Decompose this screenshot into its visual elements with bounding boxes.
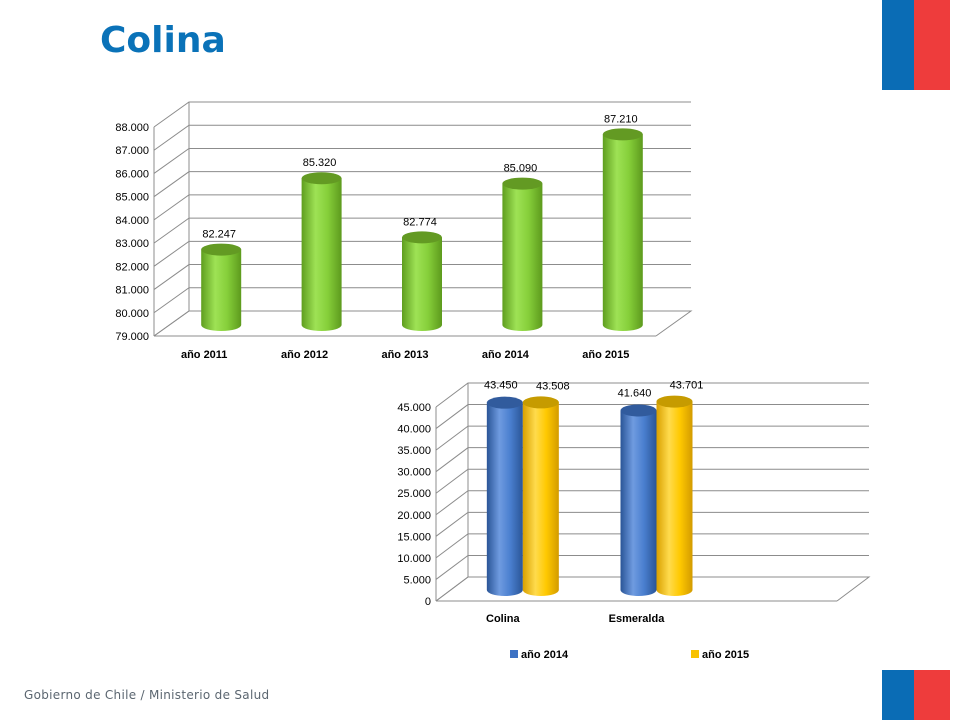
gridline <box>153 101 691 128</box>
x-tick-label: año 2011 <box>181 349 227 361</box>
y-tick-label: 81.000 <box>115 285 149 297</box>
bar-top <box>656 395 693 408</box>
x-tick-label: Esmeralda <box>609 613 666 625</box>
gridline <box>435 490 869 516</box>
data-label: 41.640 <box>618 387 652 399</box>
y-tick-label: 15.000 <box>397 531 431 543</box>
gridline <box>435 468 869 494</box>
legend-entry: año 2014 <box>521 649 569 661</box>
bar <box>620 404 657 596</box>
y-tick-label: 88.000 <box>115 122 149 134</box>
bar <box>486 396 523 596</box>
gridline <box>435 425 869 451</box>
gridline <box>435 554 869 580</box>
gridline <box>435 533 869 559</box>
chile-flag-bottom-icon <box>882 670 950 720</box>
bar-body <box>620 410 657 596</box>
bar-top <box>301 172 342 185</box>
data-label: 82.247 <box>202 229 236 241</box>
bar-top <box>502 177 543 190</box>
bar <box>402 231 442 331</box>
bar <box>201 243 242 331</box>
gridline <box>435 404 869 429</box>
legend-swatch <box>691 650 699 658</box>
x-tick-label: año 2015 <box>582 349 629 361</box>
bar-top <box>201 243 242 256</box>
y-tick-label: 20.000 <box>397 510 431 522</box>
bar-top <box>486 396 523 409</box>
bar <box>301 172 342 331</box>
gridline <box>435 447 869 473</box>
gridline <box>435 576 869 602</box>
x-tick-label: año 2014 <box>482 349 530 361</box>
bar-body <box>502 183 543 332</box>
chart-annual-totals: 79.000 80.000 81.000 82.000 83.000 84.000 85.0… <box>115 101 693 361</box>
gridline <box>153 147 691 174</box>
x-tick-label: Colina <box>486 613 520 625</box>
y-tick-label: 45.000 <box>397 402 431 414</box>
bar <box>656 395 693 596</box>
y-tick-label: 5.000 <box>403 574 431 586</box>
y-tick-label: 30.000 <box>397 467 431 479</box>
bar-top <box>522 396 559 409</box>
bar-body <box>402 237 442 331</box>
bar-body <box>201 249 242 331</box>
data-label: 85.090 <box>504 163 538 175</box>
y-tick-label: 0 <box>425 596 431 608</box>
y-tick-label: 10.000 <box>397 553 431 565</box>
bar-top <box>602 128 643 141</box>
y-tick-label: 86.000 <box>115 168 149 180</box>
gridline <box>153 124 691 151</box>
data-label: 87.210 <box>604 113 638 125</box>
data-label: 85.320 <box>303 157 337 169</box>
y-tick-label: 83.000 <box>115 238 149 250</box>
y-tick-label: 79.000 <box>115 331 149 343</box>
y-tick-label: 25.000 <box>397 488 431 500</box>
data-label: 43.508 <box>536 380 570 392</box>
bar <box>522 396 559 596</box>
bar-top <box>402 231 442 244</box>
page-title: Colina <box>100 20 226 61</box>
footer-text: Gobierno de Chile / Ministerio de Salud <box>24 688 270 702</box>
data-label: 82.774 <box>403 216 437 228</box>
chile-flag-top-icon <box>882 0 950 90</box>
y-tick-label: 35.000 <box>397 445 431 457</box>
bar <box>502 177 543 332</box>
bar-top <box>620 404 657 417</box>
bar-body <box>656 401 693 596</box>
legend-entry: año 2015 <box>702 649 749 661</box>
bar-body <box>602 134 643 331</box>
bar-body <box>522 402 559 596</box>
y-tick-label: 40.000 <box>397 424 431 436</box>
data-label: 43.450 <box>484 380 518 392</box>
gridline <box>435 511 869 537</box>
x-tick-label: año 2013 <box>381 349 428 361</box>
chart-commune-comparison: 0 5.000 10.000 15.000 20.000 25.000 30.000 35.0… <box>397 380 871 661</box>
y-tick-label: 82.000 <box>115 261 149 273</box>
data-label: 43.701 <box>670 380 704 392</box>
x-tick-label: año 2012 <box>281 349 328 361</box>
y-tick-label: 84.000 <box>115 215 149 227</box>
bar <box>602 128 643 331</box>
y-tick-label: 87.000 <box>115 145 149 157</box>
gridline <box>153 171 691 198</box>
legend-swatch <box>510 650 518 658</box>
y-tick-label: 80.000 <box>115 308 149 320</box>
gridline <box>435 382 869 408</box>
bar-body <box>486 402 523 596</box>
y-tick-label: 85.000 <box>115 192 149 204</box>
bar-body <box>301 178 342 331</box>
